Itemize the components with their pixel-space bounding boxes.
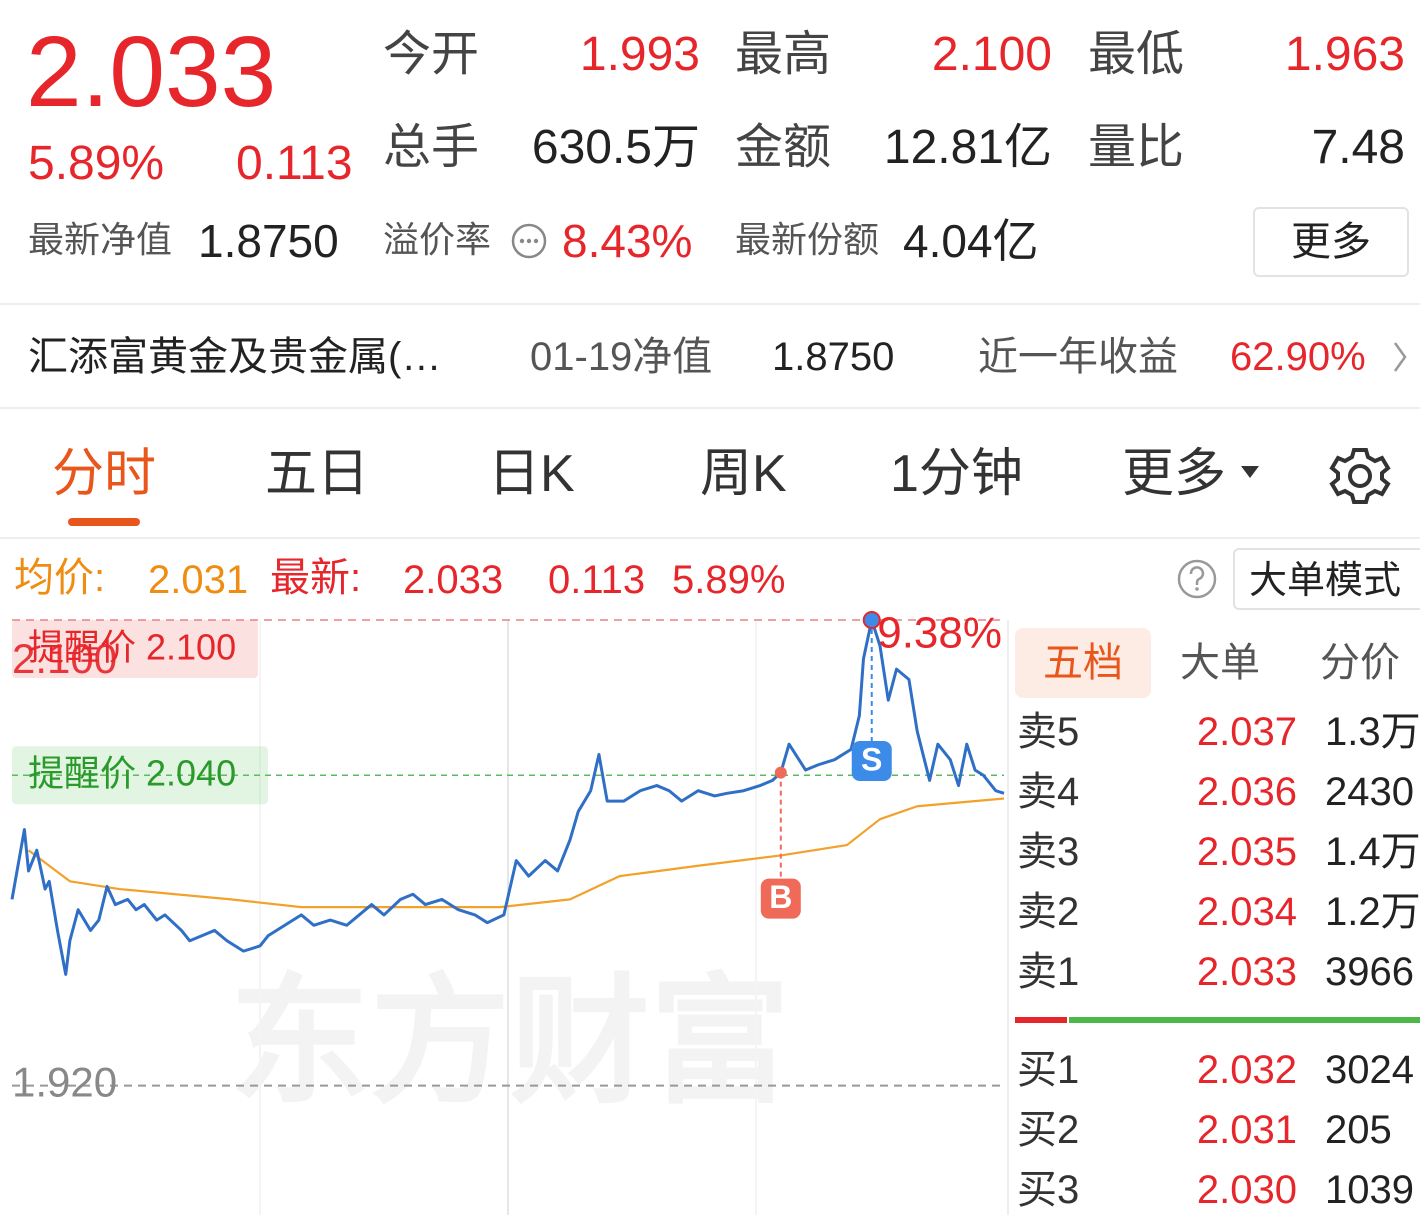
ratio-bar — [1069, 1017, 1420, 1023]
alert-label: 提醒价 2.100 — [28, 627, 236, 668]
latest-change: 0.113 — [548, 558, 646, 602]
dropdown-arrow — [1241, 466, 1259, 478]
latest-label: 最新: — [270, 556, 362, 600]
book-volume: 1.2万 — [1325, 890, 1420, 934]
book-label: 买2 — [1017, 1108, 1080, 1152]
shares-value: 4.04亿 — [903, 215, 1039, 267]
mode-button[interactable]: 大单模式 — [1233, 548, 1420, 610]
settings-icon[interactable] — [1328, 444, 1392, 508]
marker-label: B — [769, 879, 792, 915]
book-label: 卖1 — [1017, 950, 1080, 994]
order-book: 卖5 2.037 1.3万卖4 2.036 2430 卖3 2.035 1.4万卖2 2.034… — [1010, 700, 1420, 1215]
avg-label: 均价: — [14, 556, 106, 600]
more-button[interactable]: 更多 — [1253, 207, 1409, 277]
book-label: 卖5 — [1017, 710, 1080, 754]
change: 0.113 — [236, 137, 353, 190]
stat-label: 金额 — [735, 121, 832, 174]
intraday-chart: 东方财富 2.100 1.920 提醒价 2.100 提醒价 2.040 B S 9.38% — [10, 609, 1005, 1215]
book-label: 买3 — [1017, 1168, 1080, 1212]
change-pct: 5.89% — [28, 137, 165, 190]
book-price: 2.030 — [1196, 1168, 1297, 1212]
tab-bg — [1015, 628, 1151, 698]
book-volume: 1039 — [1325, 1168, 1414, 1212]
stat-value: 1.963 — [1284, 28, 1405, 81]
alert-label: 提醒价 2.040 — [28, 753, 236, 794]
book-price: 2.037 — [1196, 710, 1297, 754]
divider — [0, 537, 1420, 539]
book-volume: 2430 — [1325, 770, 1414, 814]
marker-box — [851, 741, 892, 781]
nav-label: 最新净值 — [28, 219, 173, 260]
fund-name[interactable]: 汇添富黄金及贵金属(… — [28, 335, 442, 379]
latest-value: 2.033 — [403, 558, 504, 602]
book-label: 卖2 — [1017, 890, 1080, 934]
stat-label: 量比 — [1088, 121, 1185, 174]
marker-dot — [862, 611, 881, 629]
book-price: 2.031 — [1196, 1108, 1297, 1152]
stat-value: 1.993 — [579, 28, 700, 81]
book-volume: 3966 — [1325, 950, 1414, 994]
separator — [1007, 620, 1009, 1215]
stat-label: 今开 — [383, 28, 480, 81]
tab[interactable]: 分时 — [52, 445, 157, 503]
tab[interactable]: 日K — [488, 445, 575, 503]
book-price: 2.035 — [1196, 830, 1297, 874]
book-price: 2.032 — [1196, 1048, 1297, 1092]
fund-return-label: 近一年收益 — [978, 335, 1178, 379]
premium-value: 8.43% — [562, 215, 693, 267]
tab[interactable]: 1分钟 — [890, 445, 1023, 503]
premium-label: 溢价率 — [383, 219, 492, 260]
stat-value: 630.5万 — [531, 121, 700, 174]
stat-value: 7.48 — [1311, 121, 1405, 174]
divider — [0, 303, 1420, 305]
book-volume: 1.4万 — [1325, 830, 1420, 874]
stat-value: 12.81亿 — [883, 121, 1052, 174]
latest-change-pct: 5.89% — [672, 558, 786, 602]
book-label: 买1 — [1017, 1048, 1080, 1092]
marker-label: S — [861, 741, 882, 777]
book-tab[interactable]: 分价 — [1320, 641, 1400, 685]
book-volume: 1.3万 — [1325, 710, 1420, 754]
fund-return: 62.90% — [1230, 335, 1366, 379]
tab[interactable]: 五日 — [265, 445, 370, 503]
tab[interactable]: 周K — [700, 445, 787, 503]
info-icon[interactable] — [510, 222, 548, 260]
book-label: 卖4 — [1017, 770, 1080, 814]
book-tab[interactable]: 大单 — [1180, 641, 1260, 685]
tab-underline — [68, 518, 140, 526]
book-price: 2.034 — [1196, 890, 1297, 934]
book-volume: 205 — [1325, 1108, 1392, 1152]
book-tab[interactable]: 五档 — [1043, 641, 1123, 685]
stat-label: 最高 — [735, 28, 832, 81]
watermark: 东方财富 — [230, 963, 790, 1120]
stat-label: 最低 — [1088, 28, 1185, 81]
book-price: 2.036 — [1196, 770, 1297, 814]
y-tick-label: 1.920 — [12, 1059, 117, 1106]
y-tick-label: 2.100 — [12, 635, 117, 682]
price-line — [27, 797, 1005, 909]
tab[interactable]: 更多 — [1122, 445, 1227, 503]
ratio-bar — [1015, 1017, 1067, 1023]
stat-label: 总手 — [383, 121, 480, 174]
alert-box — [12, 620, 258, 678]
price: 2.033 — [26, 16, 277, 128]
peak-label: 9.38% — [877, 609, 1002, 658]
chevron[interactable] — [1392, 340, 1408, 374]
marker-dot — [774, 766, 787, 779]
book-volume: 3024 — [1325, 1048, 1414, 1092]
alert-box — [12, 746, 268, 805]
book-price: 2.033 — [1196, 950, 1297, 994]
marker-box — [760, 878, 801, 919]
help-icon[interactable] — [1176, 558, 1218, 600]
stat-value: 2.100 — [931, 28, 1052, 81]
avg-value: 2.031 — [148, 558, 249, 602]
fund-nav: 1.8750 — [772, 335, 895, 379]
shares-label: 最新份额 — [735, 219, 880, 260]
nav-value: 1.8750 — [198, 215, 339, 267]
divider — [0, 407, 1420, 409]
book-label: 卖3 — [1017, 830, 1080, 874]
fund-date-label: 01-19净值 — [530, 335, 713, 379]
